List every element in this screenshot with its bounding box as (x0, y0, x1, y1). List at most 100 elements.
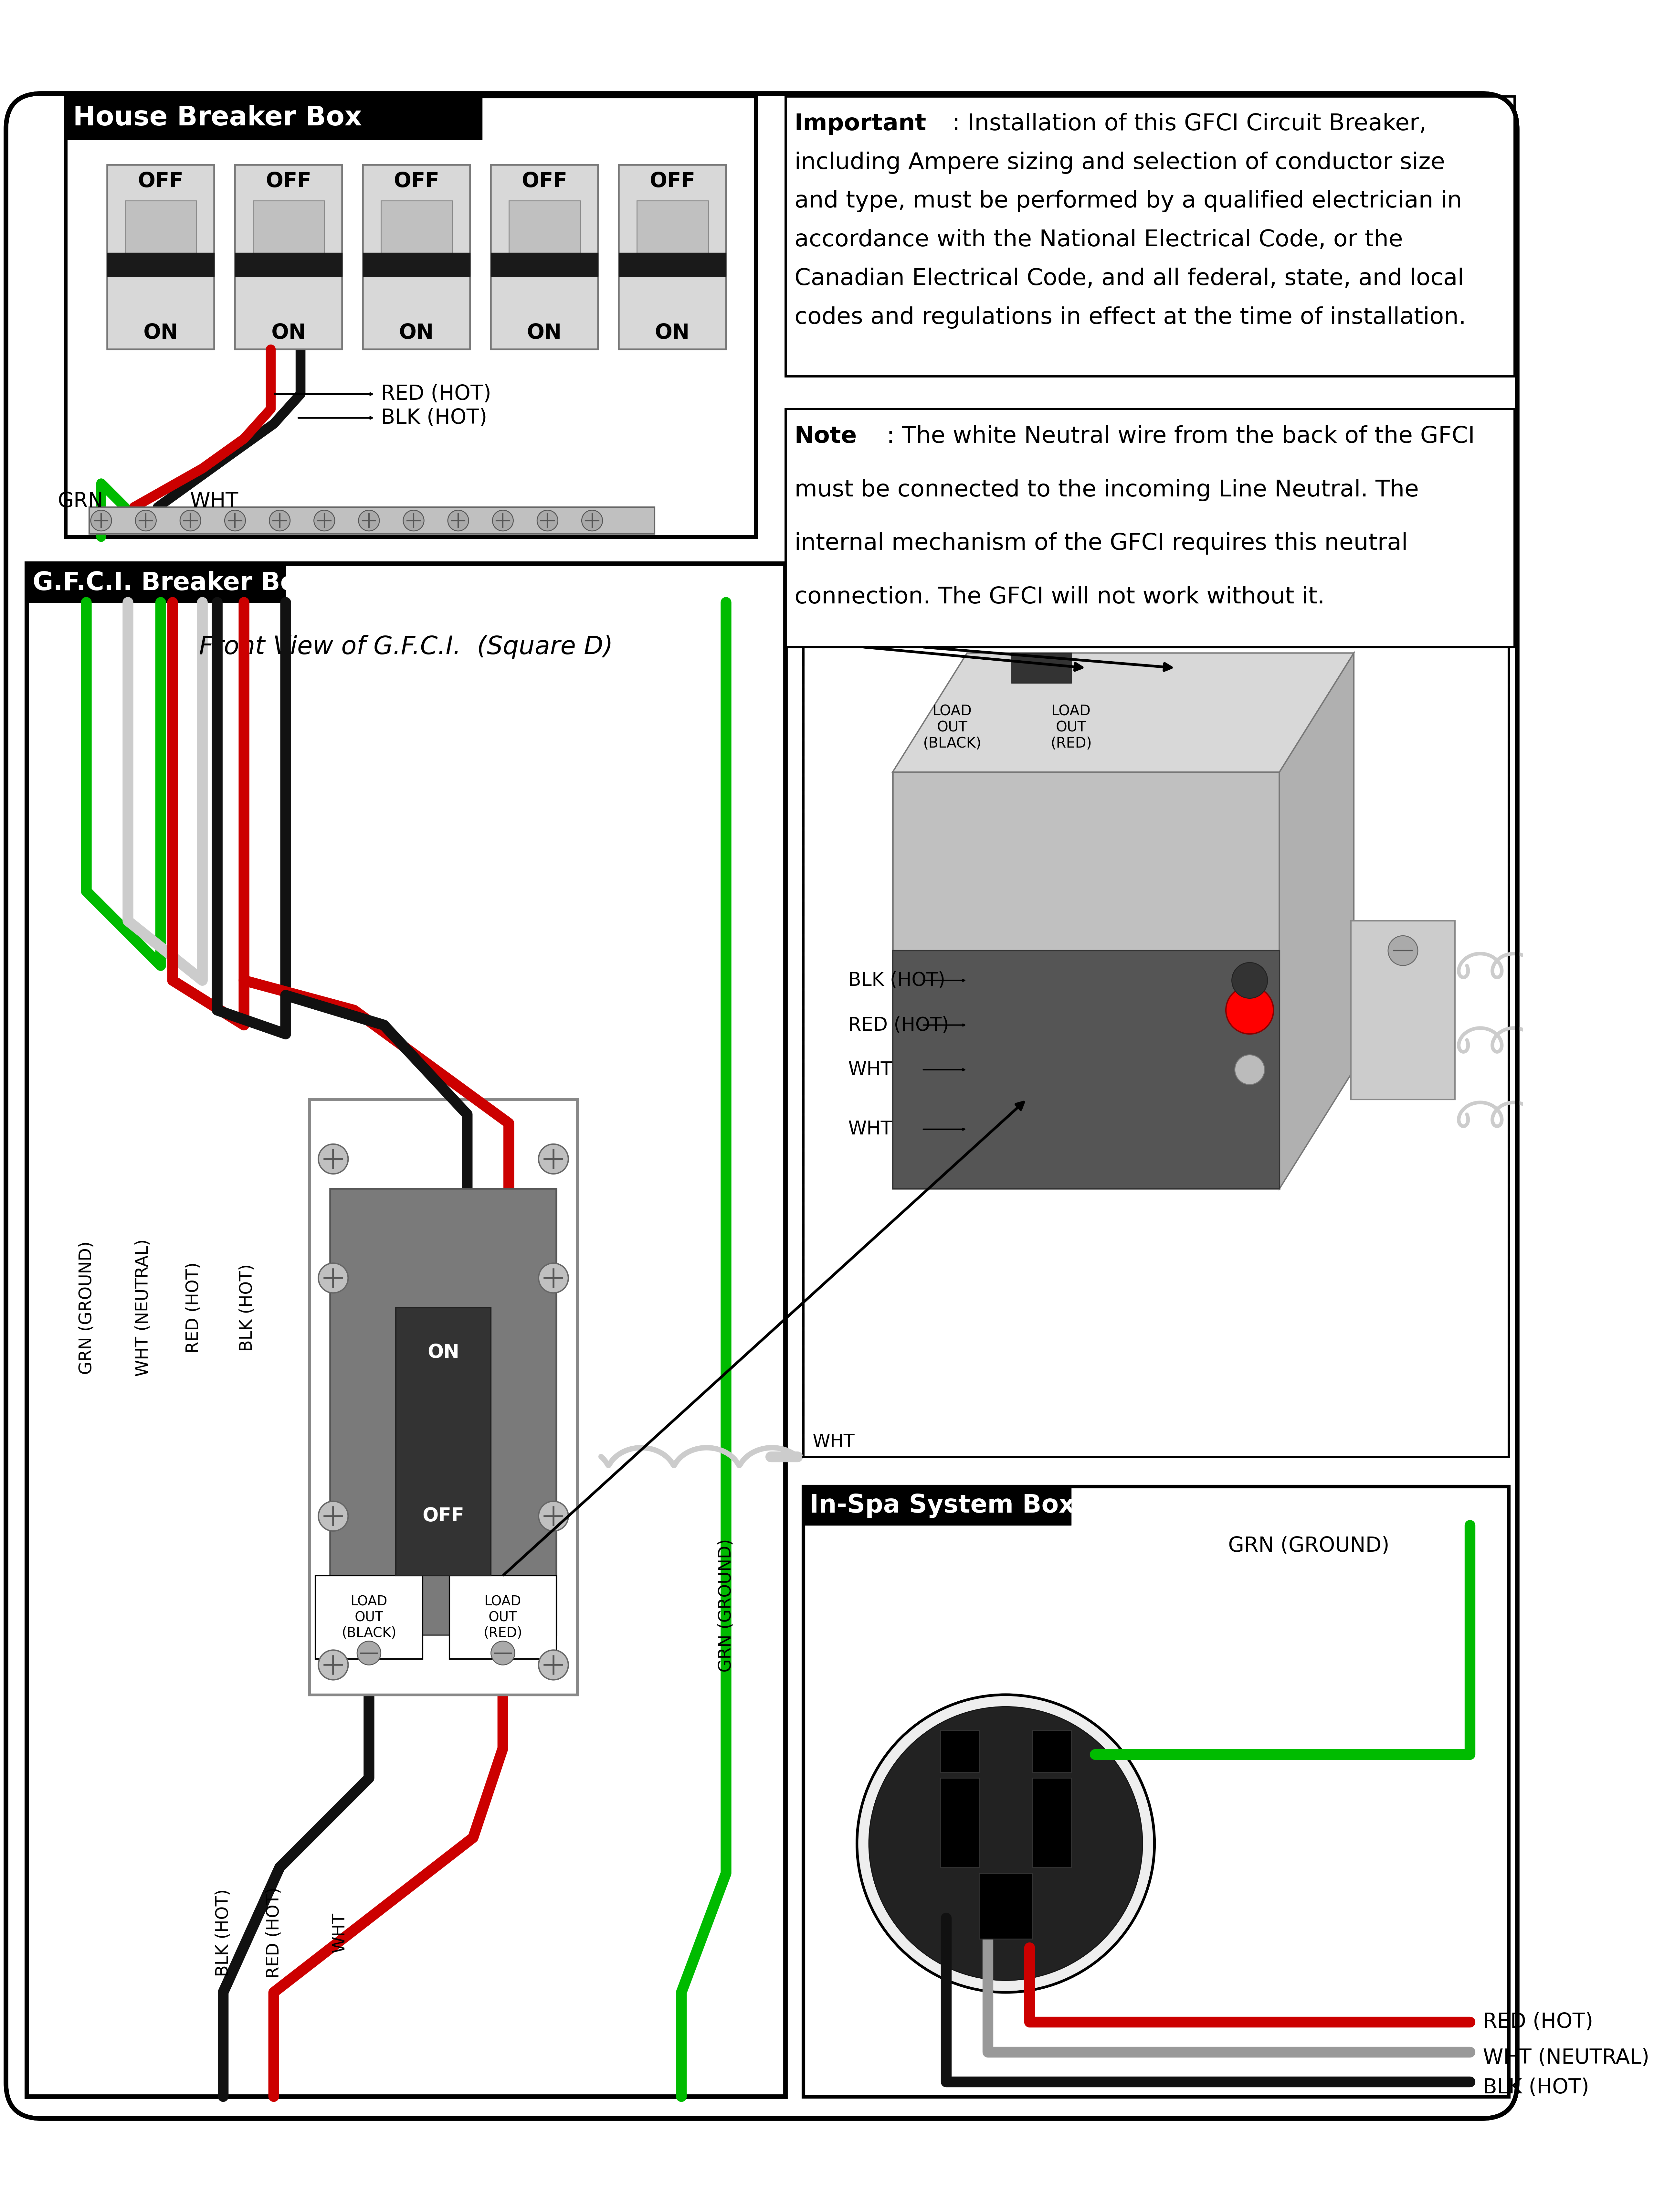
Circle shape (318, 1650, 347, 1679)
Polygon shape (1280, 653, 1355, 1188)
Text: G.F.C.I. Breaker Box: G.F.C.I. Breaker Box (33, 571, 314, 595)
Circle shape (1388, 936, 1417, 964)
Text: BLK (HOT): BLK (HOT) (238, 1263, 255, 1352)
Bar (893, 951, 1280, 1188)
Text: : Installation of this GFCI Circuit Breaker,: : Installation of this GFCI Circuit Brea… (953, 113, 1426, 135)
Circle shape (582, 511, 602, 531)
Bar (893, 772, 1280, 1188)
Bar (89, 507, 655, 533)
Bar (362, 252, 470, 276)
Bar (108, 252, 215, 276)
Circle shape (539, 1144, 569, 1175)
Bar (316, 1575, 422, 1659)
Circle shape (1236, 1055, 1265, 1084)
Text: and type, must be performed by a qualified electrician in: and type, must be performed by a qualifi… (794, 190, 1462, 212)
Bar (395, 1307, 491, 1575)
Circle shape (270, 511, 289, 531)
Text: ON: ON (528, 323, 562, 343)
Circle shape (318, 1144, 347, 1175)
Bar (619, 252, 726, 276)
Circle shape (539, 1263, 569, 1292)
Circle shape (448, 511, 468, 531)
Bar (362, 166, 470, 349)
Bar (331, 1188, 556, 1635)
Circle shape (318, 1502, 347, 1531)
Bar (66, 97, 756, 538)
Bar (126, 201, 197, 254)
Text: WHT: WHT (849, 1060, 893, 1079)
Circle shape (491, 1641, 514, 1666)
Text: WHT (NEUTRAL): WHT (NEUTRAL) (1470, 2048, 1649, 2068)
Bar (66, 97, 481, 139)
Text: GRN (GROUND): GRN (GROUND) (1229, 1535, 1389, 1555)
Bar (309, 1099, 577, 1694)
Circle shape (91, 511, 111, 531)
Text: OFF: OFF (137, 170, 184, 190)
Text: WHT: WHT (190, 491, 238, 511)
Bar (491, 252, 599, 276)
Text: House Breaker Box: House Breaker Box (73, 104, 362, 131)
Bar (509, 201, 581, 254)
Text: Note: Note (794, 425, 857, 447)
Text: BLK (HOT): BLK (HOT) (849, 971, 944, 989)
Text: internal mechanism of the GFCI requires this neutral: internal mechanism of the GFCI requires … (794, 533, 1408, 555)
Text: : The white Neutral wire from the back of the GFCI: : The white Neutral wire from the back o… (887, 425, 1475, 447)
Bar (26, 564, 786, 2097)
Bar (804, 564, 1508, 1458)
Text: Front View of G.F.C.I.  (Square D): Front View of G.F.C.I. (Square D) (198, 635, 614, 659)
Circle shape (538, 511, 557, 531)
Circle shape (857, 1694, 1154, 1993)
Text: RED (HOT): RED (HOT) (265, 1887, 283, 1978)
Text: RED (HOT): RED (HOT) (1470, 2013, 1593, 2033)
Bar (939, 1730, 979, 1772)
Bar (786, 409, 1515, 648)
Text: RED (HOT): RED (HOT) (849, 1015, 949, 1035)
Text: Canadian Electrical Code, and all federal, state, and local: Canadian Electrical Code, and all federa… (794, 268, 1464, 290)
Circle shape (225, 511, 245, 531)
Text: LOAD
OUT
(RED): LOAD OUT (RED) (483, 1595, 523, 1639)
Text: OFF: OFF (422, 1506, 465, 1526)
Circle shape (357, 1641, 380, 1666)
Circle shape (539, 1502, 569, 1531)
Bar (491, 166, 599, 349)
Text: BLK (HOT): BLK (HOT) (380, 407, 486, 427)
Text: OFF: OFF (650, 170, 695, 190)
Bar (804, 1486, 1508, 2097)
Bar (939, 1778, 979, 1867)
Bar (253, 201, 324, 254)
Text: LOAD
OUT
(BLACK): LOAD OUT (BLACK) (923, 703, 981, 750)
Bar (235, 252, 342, 276)
Text: Important: Important (794, 113, 926, 135)
Text: WHT: WHT (812, 1433, 855, 1451)
Bar (637, 201, 708, 254)
Circle shape (314, 511, 334, 531)
Circle shape (1232, 962, 1267, 998)
Text: ON: ON (655, 323, 690, 343)
Bar (979, 1874, 1032, 1938)
Circle shape (180, 511, 200, 531)
Text: accordance with the National Electrical Code, or the: accordance with the National Electrical … (794, 228, 1403, 252)
Text: OFF: OFF (266, 170, 311, 190)
Bar (450, 1575, 556, 1659)
Text: WHT: WHT (849, 1119, 893, 1139)
Bar (1012, 653, 1072, 684)
Text: ON: ON (399, 323, 433, 343)
Text: BLK (HOT): BLK (HOT) (1470, 2077, 1589, 2097)
Text: WHT (NEUTRAL): WHT (NEUTRAL) (134, 1239, 151, 1376)
Bar (1351, 920, 1456, 1099)
Bar (235, 166, 342, 349)
Text: RED (HOT): RED (HOT) (380, 385, 491, 405)
Text: RED (HOT): RED (HOT) (185, 1263, 202, 1354)
Circle shape (1226, 987, 1274, 1033)
Bar (108, 166, 215, 349)
Text: BLK (HOT): BLK (HOT) (215, 1889, 232, 1978)
Text: GRN (GROUND): GRN (GROUND) (78, 1241, 94, 1374)
Text: ON: ON (144, 323, 179, 343)
Circle shape (136, 511, 155, 531)
Circle shape (493, 511, 513, 531)
Text: GRN: GRN (58, 491, 103, 511)
Circle shape (868, 1708, 1143, 1980)
Text: connection. The GFCI will not work without it.: connection. The GFCI will not work witho… (794, 586, 1325, 608)
Text: LOAD
OUT
(BLACK): LOAD OUT (BLACK) (342, 1595, 397, 1639)
Bar (1032, 1778, 1072, 1867)
